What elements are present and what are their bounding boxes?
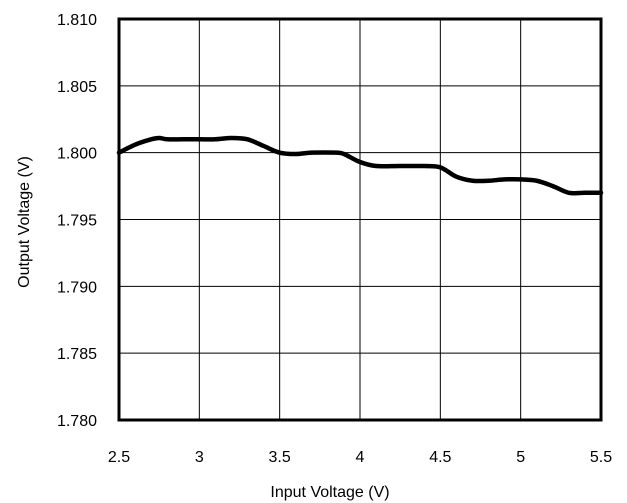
y-axis-tick-labels: 1.780 1.785 1.790 1.795 1.800 1.805 1.810 bbox=[57, 12, 97, 430]
series-line-0 bbox=[116, 135, 604, 196]
y-tick-label-6: 1.810 bbox=[57, 12, 97, 29]
series-layer bbox=[116, 135, 604, 196]
x-tick-label-1: 3 bbox=[195, 449, 204, 466]
y-tick-label-4: 1.800 bbox=[57, 146, 97, 163]
x-tick-label-0: 2.5 bbox=[108, 449, 130, 466]
y-tick-label-5: 1.805 bbox=[57, 79, 97, 96]
x-tick-label-3: 4 bbox=[356, 449, 365, 466]
y-tick-label-3: 1.795 bbox=[57, 213, 97, 230]
y-axis-title: Output Voltage (V) bbox=[16, 156, 33, 288]
grid-lines bbox=[119, 19, 601, 420]
y-tick-label-0: 1.780 bbox=[57, 413, 97, 430]
plot-area-frame bbox=[117, 17, 603, 422]
y-tick-label-1: 1.785 bbox=[57, 346, 97, 363]
x-axis-title: Input Voltage (V) bbox=[270, 484, 389, 501]
x-tick-label-5: 5 bbox=[516, 449, 525, 466]
x-axis-tick-labels: 2.5 3 3.5 4 4.5 5 5.5 bbox=[108, 449, 612, 466]
x-tick-label-6: 5.5 bbox=[590, 449, 612, 466]
x-tick-label-2: 3.5 bbox=[269, 449, 291, 466]
y-tick-label-2: 1.790 bbox=[57, 279, 97, 296]
x-tick-label-4: 4.5 bbox=[429, 449, 451, 466]
